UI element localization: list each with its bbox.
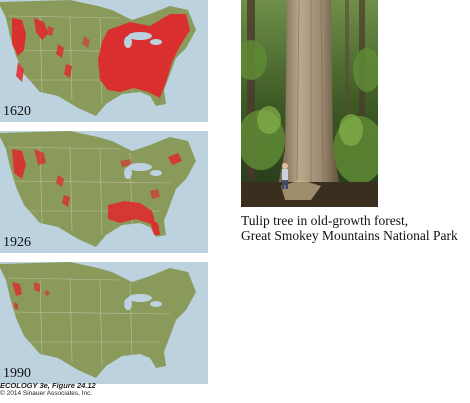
caption-line-1: Tulip tree in old-growth forest,	[241, 213, 409, 228]
tulip-tree-photo	[241, 0, 378, 207]
photo-caption: Tulip tree in old-growth forest, Great S…	[241, 213, 470, 243]
map-year-label: 1990	[3, 366, 31, 381]
credit-title: ECOLOGY 3e, Figure 24.12	[0, 381, 96, 390]
credit-copyright: © 2014 Sinauer Associates, Inc.	[0, 390, 93, 397]
map-1620: 1620	[0, 0, 208, 122]
map-1926: 1926	[0, 131, 208, 253]
person-figure	[282, 163, 288, 189]
map-1926-graphic	[0, 131, 208, 253]
map-year-label: 1926	[3, 235, 31, 250]
map-year-label: 1620	[3, 104, 31, 119]
map-1990: 1990	[0, 262, 208, 384]
map-1990-graphic	[0, 262, 208, 384]
map-1620-graphic	[0, 0, 208, 122]
figure-credit: ECOLOGY 3e, Figure 24.12 © 2014 Sinauer …	[0, 381, 96, 398]
caption-line-2: Great Smokey Mountains National Park	[241, 228, 458, 243]
tulip-tree-photo-graphic	[241, 0, 378, 207]
